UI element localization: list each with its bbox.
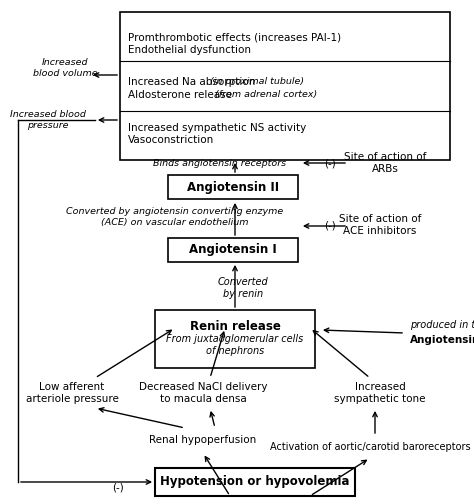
Text: Decreased NaCl delivery
to macula densa: Decreased NaCl delivery to macula densa xyxy=(139,382,267,404)
Text: Site of action of
ACE inhibitors: Site of action of ACE inhibitors xyxy=(339,214,421,236)
Text: Vasoconstriction: Vasoconstriction xyxy=(128,135,214,145)
Bar xyxy=(155,310,315,368)
Text: (-): (-) xyxy=(324,158,336,168)
Text: Binds angiotensin receptors: Binds angiotensin receptors xyxy=(154,158,287,167)
Text: Angiotensin I: Angiotensin I xyxy=(189,243,277,257)
Bar xyxy=(168,175,298,199)
Text: Hypotension or hypovolemia: Hypotension or hypovolemia xyxy=(160,475,350,488)
Text: (from adrenal cortex): (from adrenal cortex) xyxy=(215,91,317,99)
Text: Increased
sympathetic tone: Increased sympathetic tone xyxy=(334,382,426,404)
Bar xyxy=(168,238,298,262)
Text: From juxtaoglomerular cells
of nephrons: From juxtaoglomerular cells of nephrons xyxy=(166,334,304,356)
Bar xyxy=(155,468,355,496)
Text: Low afferent
arteriole pressure: Low afferent arteriole pressure xyxy=(26,382,119,404)
Text: Renal hypoperfusion: Renal hypoperfusion xyxy=(149,435,256,445)
Text: produced in the liver: produced in the liver xyxy=(410,320,474,330)
Text: (-): (-) xyxy=(112,483,124,493)
Text: Converted
by renin: Converted by renin xyxy=(218,277,268,299)
Text: Endothelial dysfunction: Endothelial dysfunction xyxy=(128,45,251,55)
Text: Increased sympathetic NS activity: Increased sympathetic NS activity xyxy=(128,123,306,133)
Text: Converted by angiotensin converting enzyme
(ACE) on vascular endothelium: Converted by angiotensin converting enzy… xyxy=(66,207,283,227)
Bar xyxy=(120,12,450,160)
Text: Angiotensin II: Angiotensin II xyxy=(187,180,279,194)
Text: Renin release: Renin release xyxy=(190,320,281,333)
Text: (in proximal tubule): (in proximal tubule) xyxy=(210,78,304,87)
Text: Angiotensin: Angiotensin xyxy=(410,335,474,345)
Text: Site of action of
ARBs: Site of action of ARBs xyxy=(344,152,426,174)
Text: Aldosterone release: Aldosterone release xyxy=(128,90,235,100)
Text: Promthrombotic effects (increases PAI-1): Promthrombotic effects (increases PAI-1) xyxy=(128,32,341,42)
Text: (-): (-) xyxy=(324,221,336,231)
Text: Increased Na absorption: Increased Na absorption xyxy=(128,77,259,87)
Text: Activation of aortic/carotid baroreceptors: Activation of aortic/carotid barorecepto… xyxy=(270,442,470,452)
Text: Increased blood
pressure: Increased blood pressure xyxy=(10,110,86,130)
Text: Increased
blood volume: Increased blood volume xyxy=(33,58,97,78)
